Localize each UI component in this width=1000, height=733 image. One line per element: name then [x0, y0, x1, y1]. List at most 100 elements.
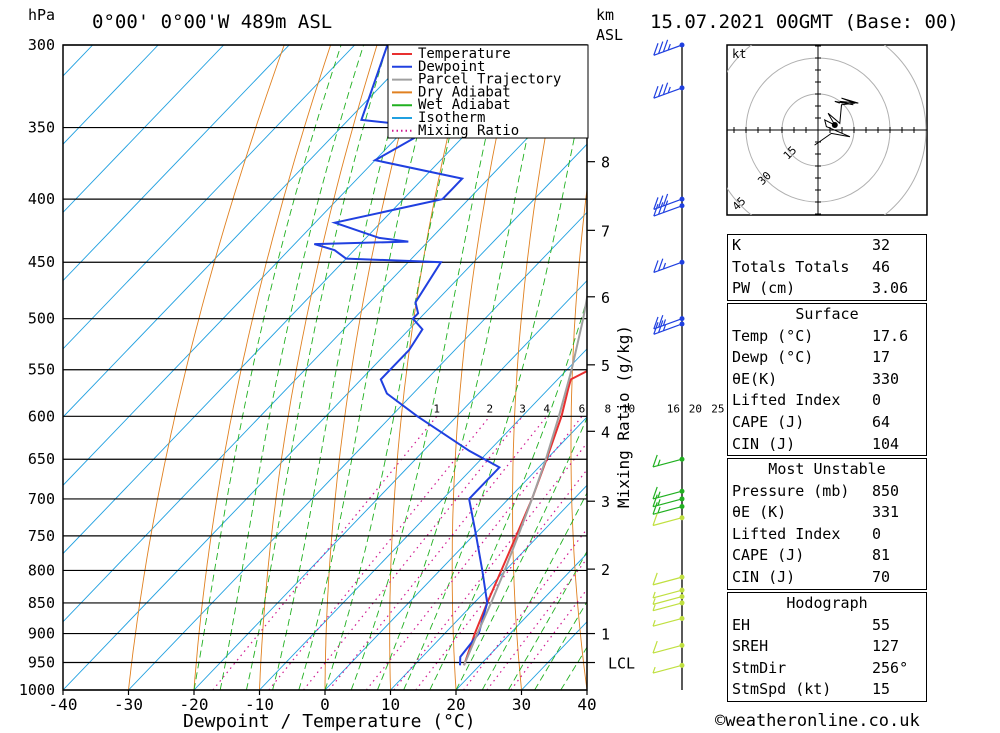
wind-barb-flag — [652, 572, 658, 586]
row-label: CIN (J) — [732, 434, 796, 453]
table-row: CIN (J) 70 — [728, 567, 926, 589]
height-km-axis: 8 7 6 5 4 3 2 1 LCL — [587, 154, 635, 673]
km-tick-label: 2 — [601, 561, 610, 579]
wind-barb-flag — [658, 314, 664, 328]
wind-barb-flag — [662, 324, 667, 331]
wind-barb-flag — [653, 197, 659, 210]
dry-adiabat-line — [981, 45, 1000, 690]
wind-barb-flag — [658, 195, 664, 208]
mixing-ratio-label: 8 — [605, 402, 612, 415]
wet-adiabat-line — [245, 45, 388, 690]
pressure-tick-label: 300 — [28, 36, 55, 54]
mixing-ratio-label: 3 — [519, 402, 526, 415]
mixing-ratio-label: 16 — [667, 402, 680, 415]
wind-barb-flag — [653, 203, 659, 217]
row-value: 17 — [872, 348, 891, 367]
wind-barb-flag — [658, 41, 664, 54]
most-unstable-table: Most Unstable Pressure (mb) 850 θE (K) 331 Li… — [727, 458, 927, 590]
pressure-tick-label: 350 — [28, 119, 55, 137]
row-label: StmSpd (kt) — [732, 680, 832, 699]
wind-barb-flag — [658, 84, 664, 97]
table-row: CIN (J) 104 — [728, 434, 926, 456]
mixing-ratio-label: 20 — [689, 402, 702, 415]
km-tick-label: 5 — [601, 357, 610, 375]
isotherm-line — [324, 416, 587, 690]
wet-adiabat-line — [350, 45, 508, 690]
mixing-ratio-label: 1 — [433, 402, 440, 415]
wind-barb-shaft — [652, 576, 683, 586]
mixing-ratio-label: 4 — [543, 402, 550, 415]
row-value: 127 — [872, 637, 900, 656]
dry-adiabat-line — [451, 45, 517, 690]
km-tick-label: LCL — [608, 655, 635, 673]
profiles — [314, 45, 587, 666]
hodograph-table: Hodograph EH 55 SREH 127 StmDir 256° StmSpd (kt… — [727, 592, 927, 702]
table-row: K 32 — [728, 235, 926, 257]
row-label: CAPE (J) — [732, 546, 805, 565]
km-tick-label: 8 — [601, 154, 610, 172]
wind-barb-flag — [653, 260, 659, 273]
wind-barb-flag — [662, 200, 669, 213]
row-value: 70 — [872, 567, 891, 586]
pressure-tick-label: 700 — [28, 490, 55, 508]
surface-table: Surface Temp (°C) 17.6 Dewp (°C) 17 θE(K) 330 L… — [727, 303, 927, 457]
wind-barb-shaft — [652, 664, 683, 674]
isotherm-line — [259, 348, 587, 690]
row-value: 46 — [872, 257, 891, 276]
x-tick-label: -10 — [245, 695, 274, 714]
wind-barb-shaft — [653, 87, 683, 99]
mixing-ratio-labels: 1 2 3 4 6 8 10 16 20 25 — [433, 402, 724, 415]
wind-barb-shaft — [652, 517, 683, 527]
row-value: 256° — [872, 658, 909, 677]
datetime-title: 15.07.2021 00GMT (Base: 00) — [650, 11, 959, 33]
mixing-ratio-line — [393, 442, 587, 690]
isotherm-line — [0, 45, 27, 690]
table-row: PW (cm) 3.06 — [728, 278, 926, 300]
isotherm-line — [390, 484, 587, 690]
pressure-grid: 300 350 400 450 500 550 600 650 700 750 800 850 900 9… — [19, 36, 587, 699]
row-value: 331 — [872, 503, 900, 522]
pressure-tick-label: 950 — [28, 654, 55, 672]
mixing-ratio-line — [212, 415, 438, 690]
isotherm-line — [63, 45, 225, 214]
km-tick-label: 4 — [601, 423, 610, 441]
isotherm-line — [455, 552, 587, 690]
row-value: 55 — [872, 615, 891, 634]
row-label: θE (K) — [732, 503, 787, 522]
mixing-ratio-line — [365, 415, 583, 690]
axes: -40 -30 -20 -10 0 10 20 30 40 — [49, 690, 597, 714]
table-row: Dewp (°C) 17 — [728, 347, 926, 369]
table-row: EH 55 — [728, 615, 926, 637]
isotherm-line — [63, 143, 587, 690]
row-value: 0 — [872, 391, 882, 410]
table-row: θE (K) 331 — [728, 502, 926, 524]
table-row: CAPE (J) 81 — [728, 545, 926, 567]
pressure-tick-label: 600 — [28, 407, 55, 425]
wind-barb-flag — [657, 506, 661, 514]
table-row: SREH 127 — [728, 636, 926, 658]
wind-barb-flag — [662, 319, 667, 326]
wind-barb-flag — [653, 85, 659, 99]
pressure-tick-label: 450 — [28, 253, 55, 271]
km-tick-label: 3 — [601, 493, 610, 511]
wind-barb-flag — [667, 43, 671, 51]
mixing-ratio-label: 10 — [622, 402, 635, 415]
x-tick-label: 40 — [577, 695, 596, 714]
legend-label: Dry Adiabat — [418, 84, 511, 100]
pressure-unit-label: hPa — [28, 6, 55, 24]
legend-label: Parcel Trajectory — [418, 72, 561, 88]
indices-table: K 32 Totals Totals 46 PW (cm) 3.06 — [727, 234, 927, 301]
pressure-tick-label: 750 — [28, 527, 55, 545]
table-row: θE(K) 330 — [728, 369, 926, 391]
wind-barb-flag — [653, 43, 659, 56]
row-value: 32 — [872, 236, 891, 254]
isotherm-line — [63, 45, 356, 350]
pressure-tick-label: 650 — [28, 450, 55, 468]
wind-barb-shaft — [652, 617, 683, 627]
isotherm-line — [63, 45, 487, 486]
mixing-ratio-label: 2 — [486, 402, 493, 415]
wind-barb-shaft — [652, 458, 683, 468]
storm-motion-dot — [831, 121, 838, 128]
